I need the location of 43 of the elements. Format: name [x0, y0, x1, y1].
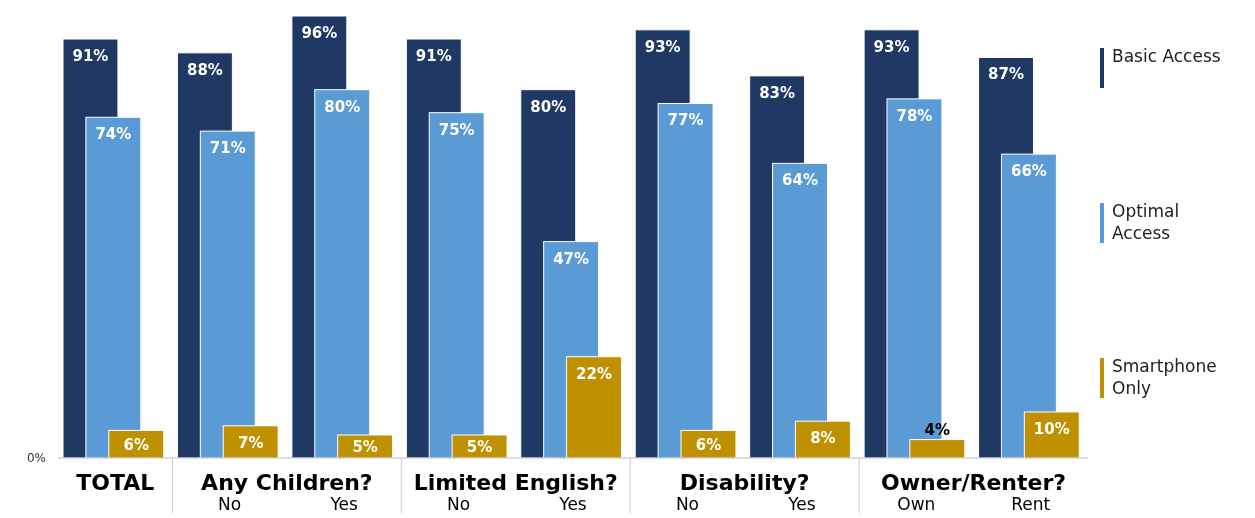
data-label: 71%: [209, 139, 246, 158]
data-label: 77%: [667, 111, 704, 130]
data-label: 22%: [576, 364, 612, 383]
data-label: 75%: [438, 120, 475, 139]
data-label: 87%: [988, 65, 1024, 84]
data-label: 10%: [1033, 419, 1070, 438]
text: Limited English?: [413, 470, 618, 495]
x-tick-label: Yes: [787, 494, 816, 514]
text: 0%: [26, 451, 46, 465]
text: Owner/Renter?: [881, 470, 1067, 495]
data-label: 80%: [530, 97, 567, 116]
data-label: 47%: [553, 249, 590, 268]
data-label: 6%: [695, 436, 722, 455]
data-label: 5%: [466, 438, 493, 457]
x-tick-label: Yes: [329, 494, 358, 514]
legend-label: Optimal Access: [1112, 201, 1180, 243]
text: Basic Access: [1112, 46, 1221, 66]
data-label: 91%: [72, 47, 109, 66]
data-label: 5%: [352, 438, 378, 457]
data-label: 93%: [644, 37, 681, 56]
data-label: 64%: [782, 171, 818, 190]
data-label: 80%: [324, 97, 361, 116]
data-label: 83%: [759, 83, 796, 102]
x-tick-label: No: [446, 494, 471, 514]
x-tick-label: No: [675, 494, 700, 514]
legend-label: Smartphone Only: [1112, 356, 1217, 398]
x-tick-label: Rent: [1011, 494, 1051, 514]
text: Any Children?: [201, 470, 373, 495]
text: Disability?: [679, 470, 810, 495]
data-label: 8%: [810, 429, 836, 448]
data-label: 78%: [896, 106, 933, 125]
data-label: 96%: [301, 24, 338, 42]
data-label: 7%: [237, 433, 264, 452]
data-label: 66%: [1010, 162, 1047, 181]
data-label: 88%: [186, 60, 223, 79]
x-tick-label: Yes: [558, 494, 587, 514]
x-tick-label: No: [218, 494, 242, 514]
x-tick-label: TOTAL: [76, 470, 155, 495]
data-label: 6%: [123, 436, 149, 455]
data-label: 91%: [415, 47, 452, 66]
data-label: 93%: [873, 37, 910, 56]
x-tick-label: Own: [897, 494, 936, 514]
data-label: 74%: [95, 125, 132, 144]
